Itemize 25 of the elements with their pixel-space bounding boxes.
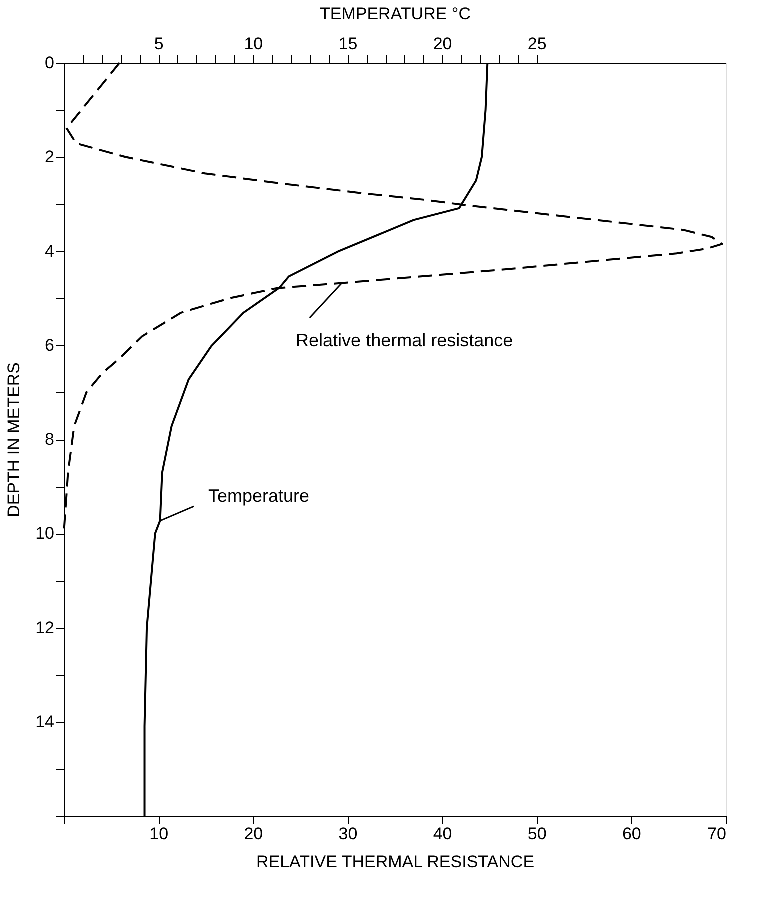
y-tick-label: 10	[36, 524, 54, 544]
x-tick-label: 10	[150, 824, 169, 844]
y-tick-label: 4	[45, 242, 54, 261]
x-tick-label: 50	[528, 824, 547, 844]
x-tick-label: 70	[708, 824, 726, 844]
y-tick-label: 0	[45, 54, 54, 72]
x-tick-label: 60	[622, 824, 642, 844]
x2-tick-label: 25	[528, 34, 547, 54]
y-tick-label: 8	[45, 430, 54, 449]
y-tick-label: 6	[45, 336, 54, 355]
y-tick-label: 14	[36, 712, 54, 732]
y-axis-title: DEPTH IN METERS	[4, 362, 24, 518]
y-tick-label: 2	[45, 148, 54, 167]
x2-tick-label: 5	[154, 34, 164, 54]
y-tick-label: 12	[36, 618, 54, 638]
x-tick-label: 20	[244, 824, 264, 844]
x2-tick-label: 10	[244, 34, 264, 54]
x-tick-label: 30	[338, 824, 358, 844]
annotation: Relative thermal resistance	[296, 330, 514, 350]
x-tick-label: 40	[433, 824, 452, 844]
annotation: Temperature	[208, 486, 310, 506]
x2-tick-label: 15	[338, 34, 358, 54]
x2-axis-title: TEMPERATURE °C	[320, 4, 471, 24]
x-axis-title: RELATIVE THERMAL RESISTANCE	[256, 852, 535, 872]
x2-tick-label: 20	[433, 34, 452, 54]
